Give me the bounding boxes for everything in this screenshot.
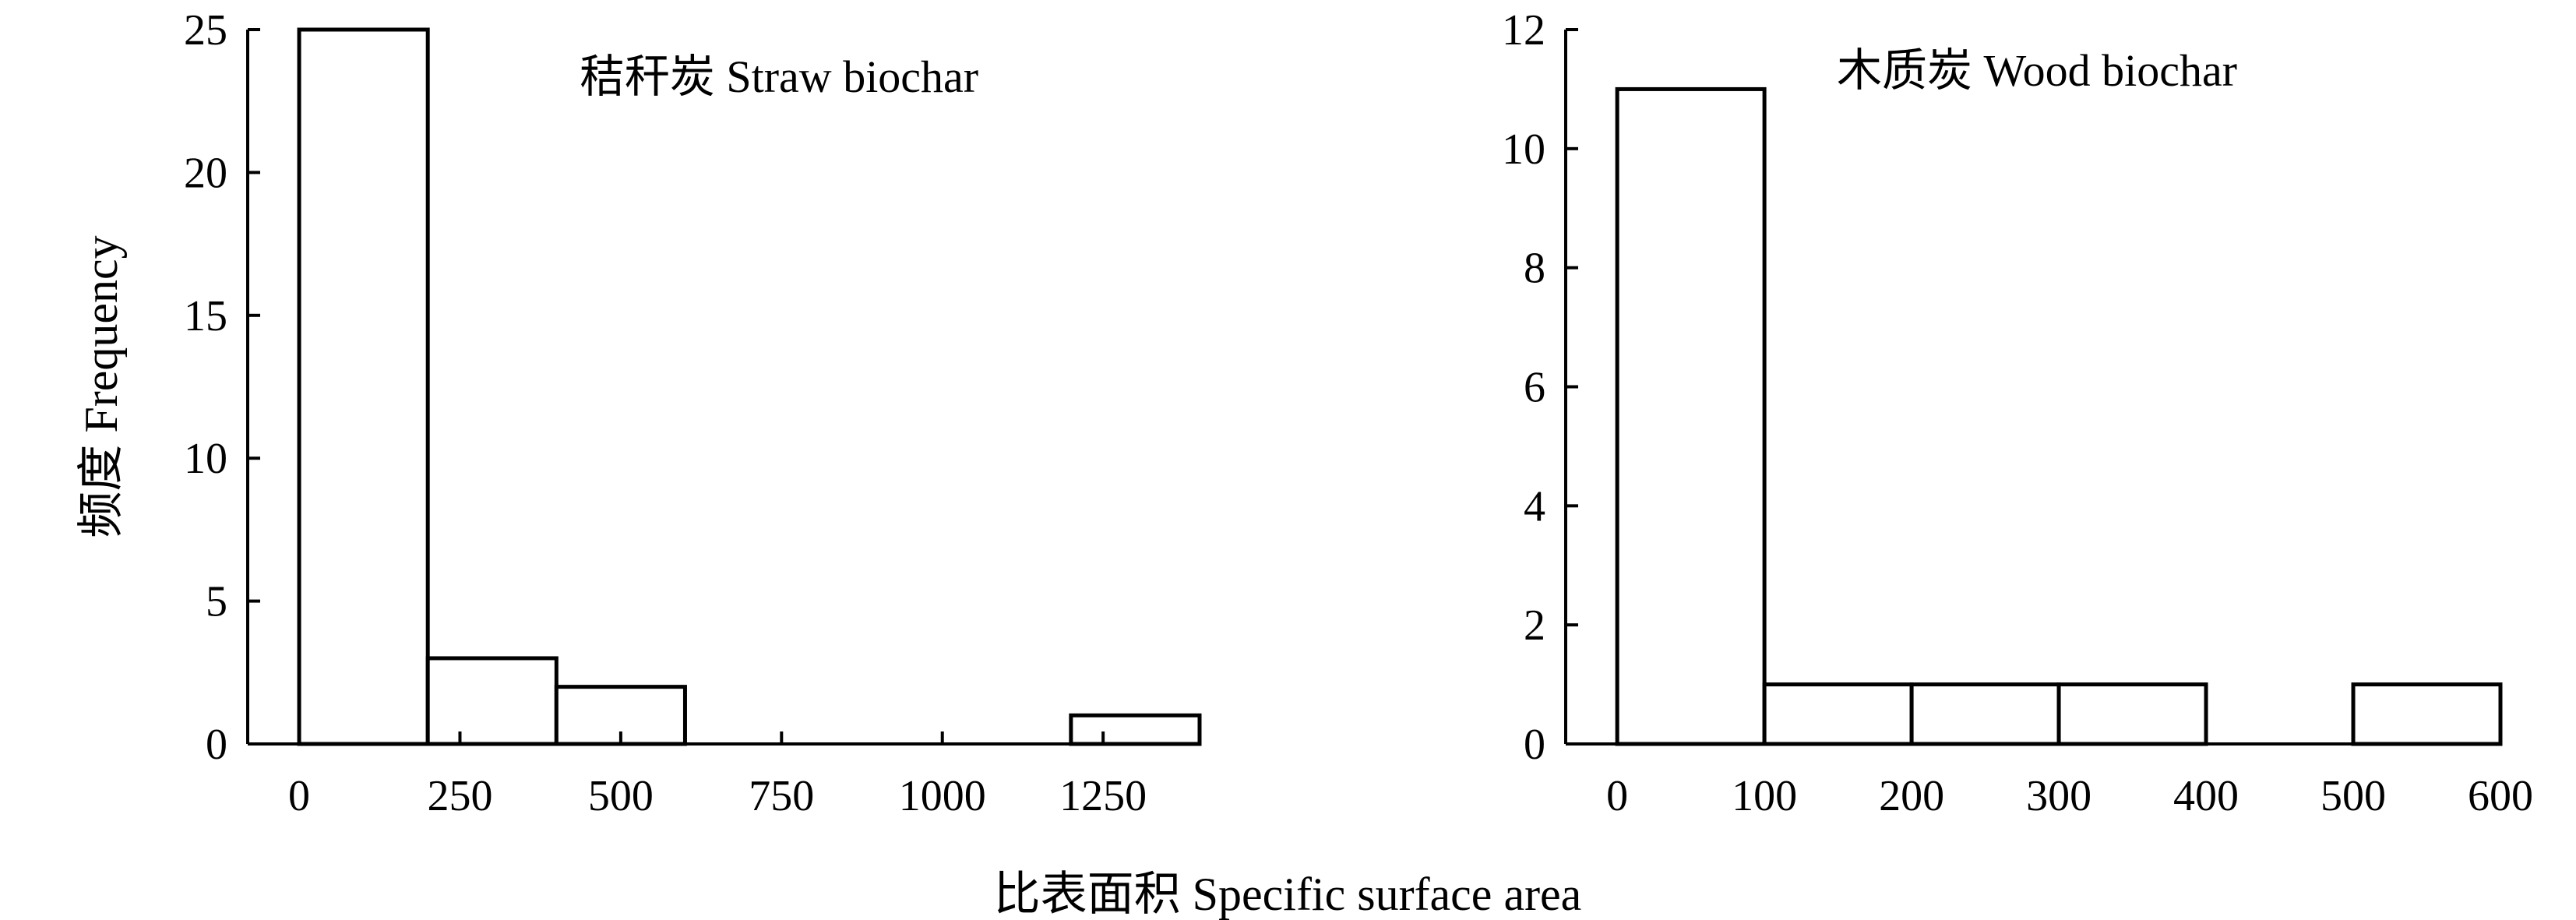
shared-x-axis-title: 比表面积 Specific surface area (994, 869, 1582, 920)
x-tick-label: 0 (1606, 772, 1628, 820)
y-tick-label: 20 (184, 149, 227, 197)
y-tick-label: 0 (1524, 721, 1545, 769)
y-tick-label: 8 (1524, 245, 1545, 293)
x-tick-label: 500 (2321, 772, 2386, 820)
x-tick-label: 250 (427, 772, 492, 820)
bar (1762, 682, 1914, 746)
wood-biochar-panel: 0 2 4 6 8 10 12 0 100 200 300 400 500 600 木质炭 Wood bio… (1502, 6, 2533, 820)
y-tick-label: 0 (206, 721, 227, 769)
bar (425, 656, 559, 746)
y-tick-label: 4 (1524, 482, 1545, 530)
chart-title: 木质炭 Wood biochar (1837, 45, 2237, 96)
x-tick-label: 600 (2468, 772, 2533, 820)
bar (1909, 682, 2061, 746)
y-axis-title: 频度 Frequency (76, 235, 127, 538)
y-tick-label: 5 (206, 578, 227, 626)
x-tick-label: 500 (588, 772, 654, 820)
bar (1615, 86, 1767, 746)
y-tick-label: 15 (184, 292, 227, 340)
x-tick-label: 0 (288, 772, 310, 820)
bar (297, 27, 430, 746)
bar (2351, 682, 2503, 746)
y-tick-label: 2 (1524, 601, 1545, 650)
x-tick-label: 1000 (899, 772, 986, 820)
x-tick-label: 100 (1732, 772, 1797, 820)
bar (2056, 682, 2208, 746)
chart-title: 秸秆炭 Straw biochar (580, 51, 978, 102)
x-tick-label: 300 (2026, 772, 2091, 820)
x-tick-label: 1250 (1059, 772, 1147, 820)
y-tick-label: 10 (184, 435, 227, 483)
y-tick-label: 6 (1524, 364, 1545, 412)
y-tick-label: 25 (184, 6, 227, 55)
y-tick-label: 10 (1502, 125, 1545, 174)
x-tick-label: 400 (2173, 772, 2239, 820)
bar (1069, 713, 1202, 746)
x-tick-label: 200 (1879, 772, 1944, 820)
y-tick-label: 12 (1502, 6, 1545, 55)
x-tick-label: 750 (749, 772, 814, 820)
